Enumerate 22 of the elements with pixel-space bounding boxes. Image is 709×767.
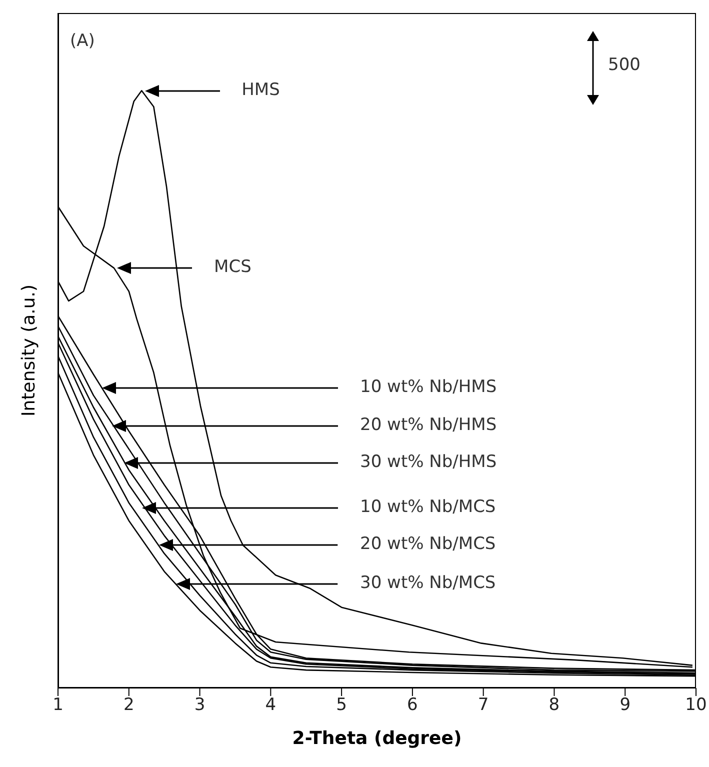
annotation: 20 wt% Nb/HMS [360,414,497,435]
x-axis-title: 2-Theta (degree) [292,728,462,749]
x-tick-label: 1 [52,695,64,716]
annotation: MCS [214,257,252,278]
x-tick-label: 4 [265,695,276,716]
annotation: 20 wt% Nb/MCS [360,534,496,554]
annotation: 10 wt% Nb/MCS [360,496,496,517]
x-tick-label: 3 [194,695,206,716]
x-tick-label: 5 [336,695,347,716]
annotation: 30 wt% Nb/HMS [360,452,497,472]
y-axis-title: Intensity (a.u.) [18,284,40,416]
x-tick-label: 9 [620,695,631,716]
x-tick-label: 8 [548,695,560,716]
annotation: HMS [242,80,280,100]
x-tick-label: 10 [685,695,707,716]
x-tick-label: 6 [407,695,418,716]
text: 500 [608,55,640,75]
x-tick-label: 7 [478,695,489,716]
annotation: 30 wt% Nb/MCS [360,573,496,594]
annotation: 10 wt% Nb/HMS [360,376,497,397]
text: (A) [70,31,95,51]
x-tick-label: 2 [123,695,134,716]
